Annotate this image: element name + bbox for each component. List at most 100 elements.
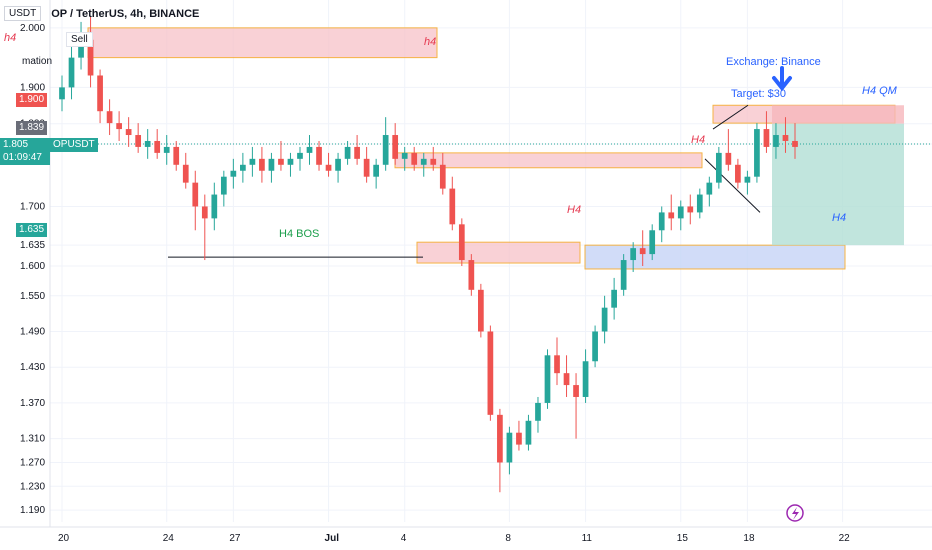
candle-body (211, 194, 218, 219)
x-tick-label: Jul (325, 533, 340, 544)
candle-body (601, 307, 608, 332)
candle-body (316, 146, 322, 165)
candle-body (420, 158, 427, 165)
candle-body (649, 230, 656, 255)
candle-body (563, 373, 570, 386)
y-tick-label: 1.635 (20, 240, 45, 251)
candle-body (754, 129, 760, 177)
candle-body (725, 152, 732, 165)
candle-body (306, 146, 313, 153)
candle-body (658, 212, 665, 231)
candle-body (106, 111, 113, 124)
candle-body (173, 146, 180, 165)
qm-line-down (704, 158, 761, 213)
candle-body (544, 355, 551, 403)
candle-body (506, 432, 513, 463)
x-tick-label: 8 (505, 533, 511, 544)
y-tick-label: 1.310 (20, 434, 45, 445)
candle-body (411, 152, 418, 165)
candle-body (344, 146, 351, 159)
price-tag-gray: 1.839 (16, 121, 48, 135)
qm-line-up (712, 104, 749, 130)
y-tick-label: 1.190 (20, 505, 45, 516)
lightning-bolt-icon (792, 507, 799, 520)
candle-body (535, 402, 541, 421)
candle-body (677, 206, 684, 219)
sell-button[interactable]: Sell (66, 32, 93, 47)
candle-body (144, 140, 151, 147)
y-tick-label: 1.230 (20, 481, 45, 492)
candle-body (363, 158, 370, 177)
h4-label-right: H4 (691, 134, 706, 146)
x-tick-label: 11 (582, 533, 593, 544)
candle-body (373, 164, 379, 177)
candle-body (135, 135, 142, 147)
candle-body (78, 39, 84, 58)
candle-body (287, 158, 294, 165)
candle-body (439, 164, 446, 189)
candle-body (97, 75, 103, 112)
candle-body (382, 135, 389, 165)
candle-body (392, 135, 399, 159)
x-tick-label: 4 (401, 533, 407, 544)
candle-body (87, 39, 94, 76)
candle-body (573, 385, 579, 397)
candle-body (516, 432, 522, 445)
price-tag-current: 1.805 (0, 138, 50, 152)
zone-supply (87, 27, 438, 59)
h4-label-top-left: h4 (4, 32, 17, 44)
y-tick-label: 1.550 (20, 291, 45, 302)
candle-body (478, 289, 484, 332)
symbol-title: OP / TetherUS, 4h, BINANCE (51, 7, 200, 20)
candle-body (630, 248, 637, 261)
candle-body (792, 140, 798, 147)
candle-body (116, 123, 122, 130)
candle-body (240, 164, 246, 171)
candle-body (782, 135, 789, 141)
x-tick-label: 20 (58, 533, 70, 544)
candle-body (497, 414, 503, 463)
candle-body (687, 206, 694, 213)
h4-label-top: h4 (424, 36, 437, 48)
candle-body (458, 224, 465, 261)
candle-body (763, 129, 770, 147)
y-tick-label: 1.600 (20, 261, 45, 272)
exchange-label: Exchange: Binance (726, 56, 821, 68)
x-tick-label: 22 (839, 533, 851, 544)
y-tick-label: 1.700 (20, 201, 45, 212)
candle-body (125, 129, 132, 136)
h4-label-bottom: H4 (832, 212, 847, 224)
candle-body (201, 206, 208, 219)
candle-body (706, 182, 713, 195)
x-tick-label: 18 (743, 533, 755, 544)
candle-body (249, 158, 256, 165)
candle-body (278, 158, 284, 165)
candle-body (582, 361, 589, 397)
candle-body (401, 152, 408, 159)
y-tick-label: 2.000 (20, 23, 45, 34)
y-tick-label: 1.490 (20, 326, 45, 337)
candle-body (154, 140, 161, 153)
position-stop-area (772, 105, 904, 124)
candle-body (525, 420, 532, 445)
candle-body (68, 57, 75, 88)
target-label: Target: $30 (731, 88, 787, 100)
h4-label-mid: H4 (567, 204, 582, 216)
candle-body (59, 87, 65, 100)
candle-body (449, 188, 456, 225)
candle-body (668, 212, 675, 219)
currency-selector[interactable]: USDT (4, 6, 42, 21)
candle-body (592, 331, 598, 362)
candle-body (639, 248, 646, 255)
candle-body (620, 260, 627, 290)
y-tick-label: 1.430 (20, 362, 45, 373)
y-tick-label: 1.900 (20, 82, 45, 93)
candle-body (468, 260, 475, 290)
y-tick-label: 1.370 (20, 398, 45, 409)
zone-supply (416, 241, 581, 264)
candle-body (354, 146, 360, 159)
candle-body (297, 152, 303, 159)
candle-body (335, 158, 341, 171)
candle-body (773, 135, 779, 147)
